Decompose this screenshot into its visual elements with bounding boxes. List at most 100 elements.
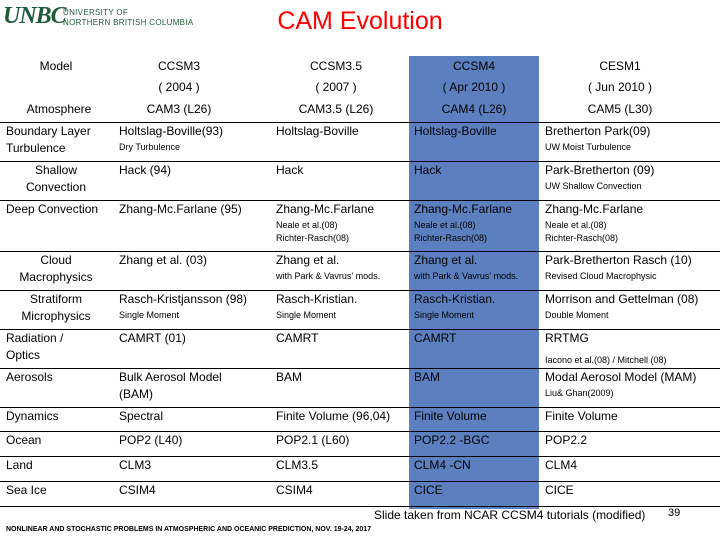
row-divider (0, 161, 720, 162)
row-label: Sea Ice (6, 483, 47, 497)
cell-value: Zhang et al. (276, 253, 340, 267)
row-label: Boundary Layer (6, 124, 91, 138)
cell-note: Neale et al.(08) (545, 220, 607, 230)
row-divider (0, 506, 720, 507)
header-model-date: ( 2004 ) (158, 80, 200, 94)
cell-note: Richter-Rasch(08) (545, 233, 619, 243)
cell-value: Zhang-Mc.Farlane (414, 202, 513, 216)
row-divider (0, 290, 720, 291)
header-model-name: CESM1 (599, 59, 641, 73)
row-label: Turbulence (6, 141, 66, 155)
cell-note: Revised Cloud Macrophysic (545, 271, 657, 281)
cell-value: CLM4 -CN (414, 458, 471, 472)
cell-note: Double Moment (545, 310, 609, 320)
cell-value: Bulk Aerosol Model (119, 370, 222, 384)
conference-footer: NONLINEAR AND STOCHASTIC PROBLEMS IN ATM… (6, 526, 372, 533)
row-label: Stratiform (29, 292, 82, 306)
cell-value: Holtslag-Boville(93) (119, 124, 224, 138)
cell-note: Single Moment (276, 310, 337, 320)
header-model-date: ( Jun 2010 ) (587, 80, 653, 94)
cell-value: Hack (414, 163, 442, 177)
unbc-logo: UNBC UNIVERSITY OF NORTHERN BRITISH COLU… (3, 3, 203, 33)
atmosphere-label: Atmosphere (26, 102, 92, 116)
cell-value: Finite Volume (545, 409, 618, 423)
cell-note: with Park & Vavrus' mods. (414, 271, 519, 281)
row-label: Radiation / (6, 331, 64, 345)
row-label: Ocean (6, 433, 42, 447)
cell-value: Spectral (119, 409, 164, 423)
cell-note: Liu& Ghan(2009) (545, 388, 614, 398)
row-label: Cloud (40, 253, 72, 267)
row-label: Convection (25, 180, 87, 194)
cell-note: with Park & Vavrus' mods. (276, 271, 381, 281)
cell-value: CSIM4 (276, 483, 313, 497)
cell-value: POP2.2 (545, 433, 588, 447)
cell-value: CICE (545, 483, 574, 497)
ccsm4-column-highlight (409, 56, 539, 509)
cell-value: Rasch-Kristjansson (98) (119, 292, 248, 306)
row-divider (0, 407, 720, 408)
atmosphere-version: CAM3.5 (L26) (298, 102, 374, 116)
header-model: Model (39, 59, 73, 73)
row-divider (0, 329, 720, 330)
row-label: Deep Convection (6, 202, 99, 216)
cell-value: Holtslag-Boville (414, 124, 497, 138)
row-label: Aerosols (6, 370, 53, 384)
cell-value: Rasch-Kristian. (276, 292, 358, 306)
cell-value: Morrison and Gettelman (08) (545, 292, 699, 306)
row-label: Optics (6, 348, 41, 362)
cell-note: Richter-Rasch(08) (276, 233, 350, 243)
cell-value: Bretherton Park(09) (545, 124, 651, 138)
cell-value: BAM (414, 370, 441, 384)
cell-value: Hack (94) (119, 163, 172, 177)
cell-note: Iacono et al.(08) / Mitchell (08) (545, 355, 667, 365)
cell-value: Holtslag-Boville (276, 124, 359, 138)
cell-value: POP2.1 (L60) (276, 433, 350, 447)
cell-note: Richter-Rasch(08) (414, 233, 488, 243)
cell-value: CAMRT (414, 331, 457, 345)
atmosphere-version: CAM4 (L26) (441, 102, 507, 116)
logo-mark: UNBC (3, 3, 67, 29)
cell-value: Finite Volume (96,04) (276, 409, 391, 423)
logo-text-line2: NORTHERN BRITISH COLUMBIA (63, 18, 194, 27)
cell-value: Zhang et al. (03) (119, 253, 208, 267)
cell-value: POP2 (L40) (119, 433, 183, 447)
header-model-name: CCSM3.5 (309, 59, 362, 73)
row-label: Shallow (34, 163, 78, 177)
row-label: Land (6, 458, 33, 472)
logo-text-line1: UNIVERSITY OF (63, 8, 129, 17)
cell-value-line2: (BAM) (119, 387, 153, 401)
cell-value: Park-Bretherton Rasch (10) (545, 253, 692, 267)
cell-note: Single Moment (119, 310, 180, 320)
cell-value: CICE (414, 483, 443, 497)
row-divider (0, 481, 720, 482)
cell-value: CLM3 (119, 458, 152, 472)
cell-note: Neale et al.(08) (276, 220, 338, 230)
row-divider (0, 456, 720, 457)
row-label: Microphysics (21, 309, 91, 323)
row-label: Macrophysics (19, 270, 93, 284)
cell-value: CLM3.5 (276, 458, 319, 472)
cell-value: Zhang-Mc.Farlane (545, 202, 644, 216)
header-model-name: CCSM3 (157, 59, 200, 73)
cell-value: CAMRT (276, 331, 319, 345)
cell-value: CLM4 (545, 458, 578, 472)
page-number: 39 (668, 507, 681, 519)
row-divider (0, 122, 720, 123)
cell-value: Finite Volume (414, 409, 487, 423)
cell-note: Single Moment (414, 310, 475, 320)
cell-value: CAMRT (01) (119, 331, 186, 345)
cell-value: Modal Aerosol Model (MAM) (545, 370, 697, 384)
row-label: Dynamics (6, 409, 59, 423)
header-model-name: CCSM4 (452, 59, 495, 73)
cell-value: Zhang et al. (414, 253, 478, 267)
cell-note: UW Moist Turbulence (545, 142, 632, 152)
cell-value: CSIM4 (119, 483, 156, 497)
cell-note: Neale et al.(08) (414, 220, 476, 230)
cell-value: BAM (276, 370, 303, 384)
header-model-date: ( 2007 ) (315, 80, 357, 94)
cell-note: UW Shallow Convection (545, 181, 642, 191)
atmosphere-version: CAM5 (L30) (587, 102, 653, 116)
atmosphere-version: CAM3 (L26) (146, 102, 212, 116)
cell-value: POP2.2 -BGC (414, 433, 490, 447)
